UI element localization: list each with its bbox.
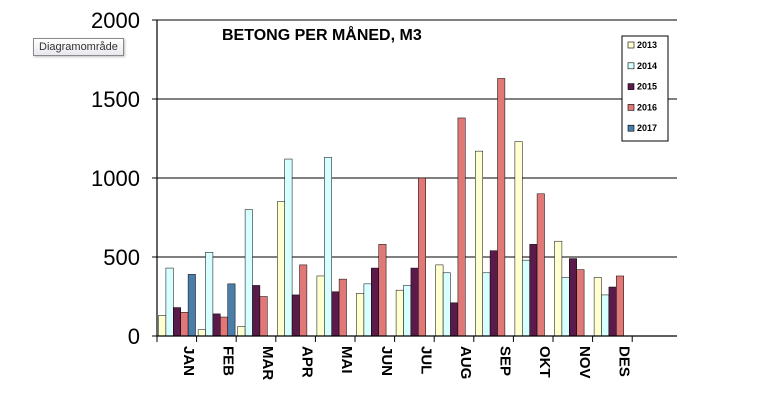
bar (371, 267, 379, 337)
bar (338, 278, 347, 337)
grid-lines (157, 19, 677, 258)
x-tick-label: NOV (576, 346, 593, 379)
legend-swatch (627, 62, 635, 70)
bar (576, 269, 585, 337)
bar (475, 150, 483, 337)
x-tick-label: MAI (338, 346, 355, 374)
bars-group (158, 78, 624, 337)
y-tick-label: 2000 (91, 8, 140, 33)
bar (522, 259, 530, 337)
bar (442, 272, 451, 337)
bar (363, 283, 372, 337)
bar (173, 307, 181, 337)
bar (227, 283, 236, 337)
legend-label: 2016 (637, 102, 657, 112)
chart-title: BETONG PER MÅNED, M3 (222, 25, 422, 44)
y-tick-label: 1000 (91, 166, 140, 191)
bar (197, 329, 206, 337)
x-tick-label: OKT (536, 346, 553, 378)
bar (244, 209, 253, 337)
chart-area-tooltip: Diagramområde (33, 38, 124, 56)
legend-swatch (627, 104, 635, 111)
bar (259, 296, 268, 337)
bar (356, 293, 365, 337)
y-tick-label: 500 (103, 245, 140, 270)
x-tick-label: AUG (457, 346, 474, 379)
bar (378, 244, 387, 337)
y-tick-label: 1500 (91, 87, 140, 112)
bar (187, 274, 196, 337)
y-tick-labels: 0 500 1000 1500 2000 (91, 8, 140, 349)
bar (497, 78, 506, 337)
bar (608, 286, 617, 337)
bar (299, 264, 308, 337)
bar (252, 285, 261, 337)
axes (152, 19, 677, 342)
x-tick-label: DES (615, 346, 632, 377)
legend-swatch (627, 124, 635, 132)
bar (536, 193, 545, 337)
bar (593, 277, 602, 337)
bar (457, 117, 466, 337)
bar (569, 258, 577, 337)
bar (220, 316, 228, 337)
bar (331, 291, 340, 337)
y-tick-label: 0 (128, 324, 140, 349)
bar (403, 285, 412, 337)
legend-label: 2013 (637, 40, 657, 50)
bar (284, 158, 293, 337)
x-tick-label: JUN (378, 346, 395, 376)
bar (316, 275, 325, 337)
legend-label: 2014 (637, 61, 657, 71)
x-tick-labels: JAN FEB MAR APR MAI JUN JUL AUG SEP OKT NOV DES (180, 346, 633, 380)
bar (395, 289, 404, 337)
x-tick-label: MAR (259, 346, 276, 380)
bar (514, 141, 523, 337)
bar (205, 252, 214, 337)
legend-swatch (627, 41, 635, 49)
bar (489, 250, 498, 337)
bar (482, 272, 491, 337)
x-tick-label: APR (299, 346, 316, 378)
legend-swatch (627, 83, 635, 90)
bar (418, 177, 426, 337)
bar (324, 157, 332, 337)
bar (158, 315, 167, 337)
legend-label: 2015 (637, 82, 657, 92)
bar (616, 275, 624, 337)
x-tick-label: SEP (497, 346, 514, 376)
bar (291, 294, 300, 337)
bar (529, 244, 538, 337)
bar (554, 240, 563, 337)
bar (435, 264, 444, 337)
bar (601, 294, 610, 337)
legend-label: 2017 (637, 123, 657, 133)
bar (165, 267, 174, 337)
bar (212, 313, 221, 337)
legend: 2013 2014 2015 2016 2017 (621, 35, 669, 142)
x-tick-label: FEB (219, 346, 236, 376)
bar (450, 302, 459, 337)
bar (180, 312, 189, 337)
x-tick-label: JUL (417, 346, 434, 374)
bar (237, 326, 246, 337)
bar (410, 267, 419, 337)
x-tick-label: JAN (180, 346, 197, 376)
bar (277, 201, 285, 337)
bar (561, 277, 570, 337)
